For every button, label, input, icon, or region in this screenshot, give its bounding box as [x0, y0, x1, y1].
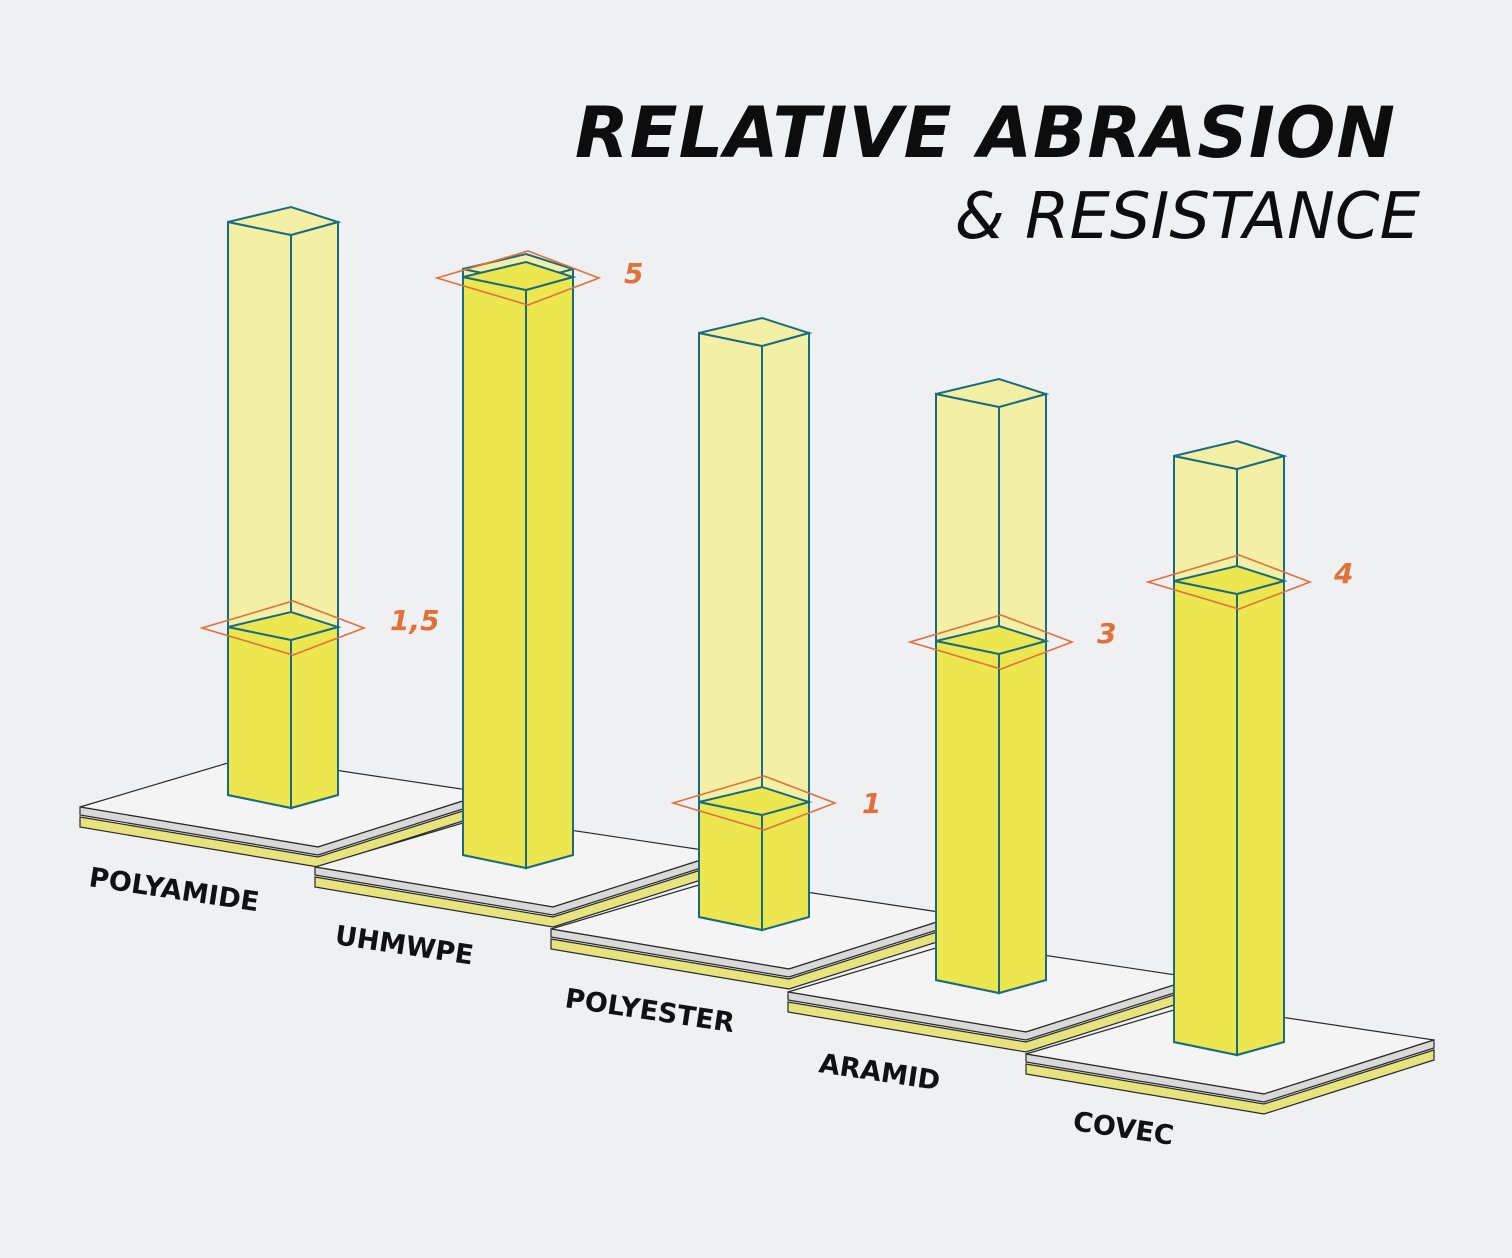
category-label-4: ARAMID: [817, 1048, 942, 1097]
chart-subtitle: & RESISTANCE: [954, 180, 1420, 254]
chart-title: RELATIVE ABRASION: [574, 92, 1396, 174]
value-marker-4: [907, 614, 1075, 670]
data-label-5: 4: [1333, 557, 1353, 590]
category-label-2: UHMWPE: [333, 920, 475, 971]
value-marker-2: [434, 250, 602, 306]
bars-group: [199, 205, 1313, 1057]
bar-covec: [1145, 439, 1313, 1057]
value-marker-3: [670, 775, 838, 831]
category-label-1: POLYAMIDE: [87, 862, 261, 918]
bar-fill-4: [935, 639, 1000, 995]
data-label-2: 5: [624, 257, 643, 290]
value-marker-1: [199, 600, 367, 656]
bar-fill-5: [1173, 579, 1238, 1057]
data-label-1: 1,5: [390, 604, 440, 637]
data-label-3: 1: [862, 787, 881, 820]
bar-polyester: [670, 316, 838, 932]
bar-aramid: [907, 377, 1075, 995]
bar-uhmwpe: [434, 250, 602, 870]
bar-fill-1: [227, 625, 292, 810]
bar-fill-3: [698, 800, 763, 932]
data-label-4: 3: [1097, 617, 1116, 650]
bar-fill-2: [462, 275, 527, 870]
category-label-5: COVEC: [1071, 1106, 1176, 1152]
bar-polyamide: [199, 205, 367, 810]
category-label-3: POLYESTER: [563, 983, 737, 1039]
value-marker-5: [1145, 554, 1313, 610]
